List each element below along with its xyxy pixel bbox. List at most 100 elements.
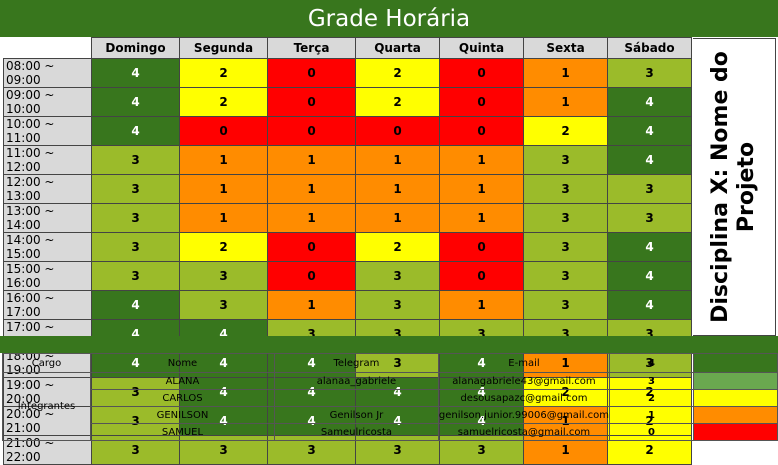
availability-cell: 1 xyxy=(355,203,440,233)
legend-swatch xyxy=(692,406,778,424)
availability-cell: 3 xyxy=(523,145,608,175)
availability-cell: 3 xyxy=(523,174,608,204)
availability-cell: 3 xyxy=(523,203,608,233)
member-telegram xyxy=(273,389,439,407)
availability-cell: 1 xyxy=(523,58,608,88)
availability-cell: 4 xyxy=(607,116,692,146)
member-email: desousapazc@gmail.com xyxy=(437,389,611,407)
member-email: samuelricosta@gmail.com xyxy=(437,423,611,441)
legend-swatch xyxy=(692,423,778,441)
availability-cell: 3 xyxy=(523,261,608,291)
schedule-row: 09:00 ~ 10:00 4 2 0 2 0 1 4 xyxy=(3,87,692,117)
member-nome: CARLOS xyxy=(89,389,275,407)
member-nome: GENILSON xyxy=(89,406,275,424)
availability-cell: 4 xyxy=(91,87,180,117)
availability-cell: 1 xyxy=(267,145,356,175)
availability-cell: 3 xyxy=(607,174,692,204)
availability-cell: 3 xyxy=(91,145,180,175)
schedule-row: 14:00 ~ 15:00 3 2 0 2 0 3 4 xyxy=(3,232,692,262)
availability-cell: 3 xyxy=(355,261,440,291)
availability-cell: 3 xyxy=(355,290,440,320)
availability-cell: 1 xyxy=(439,203,524,233)
project-label: Disciplina X: Nome do Projeto xyxy=(708,51,760,323)
member-row: SAMUEL Sameulricosta samuelricosta@gmail.c… xyxy=(3,423,778,441)
member-row: CARLOS desousapazc@gmail.com 2 xyxy=(3,389,778,407)
member-telegram: alanaa_gabriele xyxy=(273,372,439,390)
section-divider xyxy=(0,336,778,353)
time-slot-label: 12:00 ~ 13:00 xyxy=(3,174,92,204)
legend-value: 3 xyxy=(609,372,694,390)
member-email: alanagabriele43@gmail.com xyxy=(437,372,611,390)
member-nome: SAMUEL xyxy=(89,423,275,441)
schedule-row: 15:00 ~ 16:00 3 3 0 3 0 3 4 xyxy=(3,261,692,291)
availability-cell: 2 xyxy=(179,58,268,88)
availability-cell: 2 xyxy=(523,116,608,146)
time-slot-label: 08:00 ~ 09:00 xyxy=(3,58,92,88)
availability-cell: 1 xyxy=(179,145,268,175)
availability-cell: 1 xyxy=(267,290,356,320)
availability-cell: 1 xyxy=(355,145,440,175)
day-header-5: Sexta xyxy=(523,37,608,59)
day-header-4: Quinta xyxy=(439,37,524,59)
availability-cell: 0 xyxy=(267,87,356,117)
availability-cell: 4 xyxy=(607,145,692,175)
availability-cell: 1 xyxy=(179,174,268,204)
availability-cell: 4 xyxy=(91,116,180,146)
availability-cell: 0 xyxy=(439,87,524,117)
cargo-cell: Integrantes xyxy=(2,372,91,441)
email-header: E-mail xyxy=(437,353,611,373)
corner-cell xyxy=(3,37,92,59)
availability-cell: 1 xyxy=(355,174,440,204)
availability-cell: 2 xyxy=(355,87,440,117)
time-slot-label: 11:00 ~ 12:00 xyxy=(3,145,92,175)
member-nome: ALANA xyxy=(89,372,275,390)
availability-cell: 1 xyxy=(267,174,356,204)
day-header-row: Domingo Segunda Terça Quarta Quinta Sexta Sába… xyxy=(3,37,692,59)
availability-cell: 4 xyxy=(91,290,180,320)
day-header-1: Segunda xyxy=(179,37,268,59)
availability-cell: 3 xyxy=(179,290,268,320)
availability-cell: 2 xyxy=(179,87,268,117)
member-telegram: Genilson Jr xyxy=(273,406,439,424)
member-row: Integrantes ALANA alanaa_gabriele alanagabr… xyxy=(2,372,778,441)
legend-swatch xyxy=(692,353,778,373)
legend-value: 4 xyxy=(609,353,694,373)
availability-cell: 4 xyxy=(607,87,692,117)
schedule-row: 10:00 ~ 11:00 4 0 0 0 0 2 4 xyxy=(3,116,692,146)
schedule-row: 16:00 ~ 17:00 4 3 1 3 1 3 4 xyxy=(3,290,692,320)
availability-cell: 4 xyxy=(607,290,692,320)
time-slot-label: 09:00 ~ 10:00 xyxy=(3,87,92,117)
availability-cell: 3 xyxy=(523,232,608,262)
time-slot-label: 16:00 ~ 17:00 xyxy=(3,290,92,320)
time-slot-label: 15:00 ~ 16:00 xyxy=(3,261,92,291)
availability-cell: 2 xyxy=(355,232,440,262)
time-slot-label: 14:00 ~ 15:00 xyxy=(3,232,92,262)
day-header-2: Terça xyxy=(267,37,356,59)
availability-cell: 2 xyxy=(355,58,440,88)
availability-cell: 0 xyxy=(355,116,440,146)
availability-cell: 4 xyxy=(607,232,692,262)
availability-cell: 0 xyxy=(179,116,268,146)
day-header-6: Sábado xyxy=(607,37,692,59)
member-email: genilson.junior.99006@gmail.com xyxy=(437,406,611,424)
availability-cell: 0 xyxy=(267,58,356,88)
schedule-row: 11:00 ~ 12:00 3 1 1 1 1 3 4 xyxy=(3,145,692,175)
legend-value: 2 xyxy=(609,389,694,407)
schedule-row: 08:00 ~ 09:00 4 2 0 2 0 1 3 xyxy=(3,58,692,88)
day-header-0: Domingo xyxy=(91,37,180,59)
legend-swatch xyxy=(692,389,778,407)
availability-cell: 0 xyxy=(267,232,356,262)
schedule-row: 13:00 ~ 14:00 3 1 1 1 1 3 3 xyxy=(3,203,692,233)
telegram-header: Telegram xyxy=(273,353,439,373)
legend-value: 1 xyxy=(609,406,694,424)
availability-cell: 3 xyxy=(523,290,608,320)
project-label-panel: Disciplina X: Nome do Projeto xyxy=(693,38,776,336)
availability-cell: 0 xyxy=(267,261,356,291)
availability-cell: 1 xyxy=(523,87,608,117)
availability-cell: 4 xyxy=(607,261,692,291)
availability-cell: 0 xyxy=(439,232,524,262)
availability-cell: 3 xyxy=(179,261,268,291)
availability-cell: 1 xyxy=(267,203,356,233)
availability-cell: 3 xyxy=(91,232,180,262)
project-label-line-2: Projeto xyxy=(734,141,760,233)
